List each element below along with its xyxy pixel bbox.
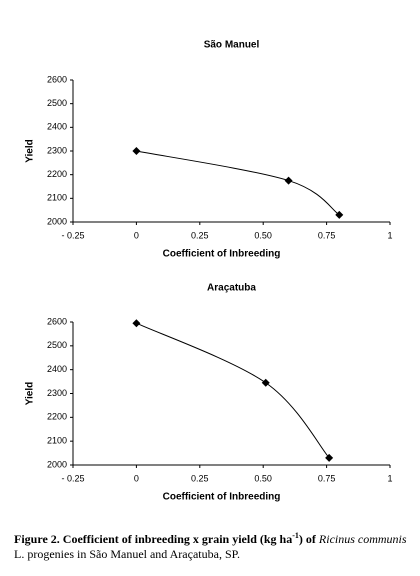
x-tick-label: 0.25 xyxy=(191,230,209,240)
caption: Figure 2. Coefficient of inbreeding x gr… xyxy=(14,528,409,562)
y-tick-label: 2100 xyxy=(47,193,67,203)
marker xyxy=(132,147,141,155)
chart-title: Araçatuba xyxy=(207,283,256,294)
marker xyxy=(335,210,344,219)
caption-text: ) of xyxy=(298,532,319,546)
y-axis-label: Yield xyxy=(25,139,36,163)
x-tick-label: 0 xyxy=(134,473,139,483)
x-tick-label: 0.75 xyxy=(318,473,336,483)
x-tick-label: - 0.25 xyxy=(61,230,84,240)
y-tick-label: 2200 xyxy=(47,169,67,179)
caption-text: L. progenies in São Manuel and Araçatuba… xyxy=(14,547,240,561)
chart-title: São Manuel xyxy=(204,40,260,51)
y-tick-label: 2000 xyxy=(47,459,67,469)
marker xyxy=(132,319,141,328)
y-tick-label: 2600 xyxy=(47,74,67,84)
x-tick-label: 0 xyxy=(134,230,139,240)
caption-label: Figure 2 xyxy=(14,532,57,546)
y-tick-label: 2500 xyxy=(47,98,67,108)
y-tick-label: 2100 xyxy=(47,436,67,446)
caption-text: . Coefficient of inbreeding x grain yiel… xyxy=(56,532,293,546)
marker xyxy=(261,378,270,387)
caption-sup: -1 xyxy=(292,531,299,540)
marker xyxy=(284,176,293,185)
y-tick-label: 2300 xyxy=(47,145,67,155)
marker xyxy=(325,453,334,462)
charts: São Manuel 2000 2100 2200 2300 2400 2500 2600 - … xyxy=(25,40,393,503)
x-tick-label: 1 xyxy=(387,230,392,240)
y-tick-label: 2300 xyxy=(47,388,67,398)
y-tick-label: 2200 xyxy=(47,412,67,422)
x-tick-label: 0.25 xyxy=(191,473,209,483)
x-tick-label: 0.75 xyxy=(318,230,336,240)
y-axis-label: Yield xyxy=(25,382,36,406)
y-tick-label: 2000 xyxy=(47,216,67,226)
x-axis-label: Coefficient of Inbreeding xyxy=(163,492,281,503)
y-tick-label: 2400 xyxy=(47,364,67,374)
y-tick-label: 2400 xyxy=(47,122,67,132)
x-tick-label: - 0.25 xyxy=(61,473,84,483)
line xyxy=(136,150,340,216)
x-tick-label: 1 xyxy=(387,473,392,483)
x-tick-label: 0.50 xyxy=(254,473,272,483)
line xyxy=(136,322,330,459)
x-axis-label: Coefficient of Inbreeding xyxy=(163,249,281,260)
y-tick-label: 2600 xyxy=(47,316,67,326)
caption-species: Ricinus communis xyxy=(318,532,407,546)
x-tick-label: 0.50 xyxy=(254,230,272,240)
y-tick-label: 2500 xyxy=(47,340,67,350)
